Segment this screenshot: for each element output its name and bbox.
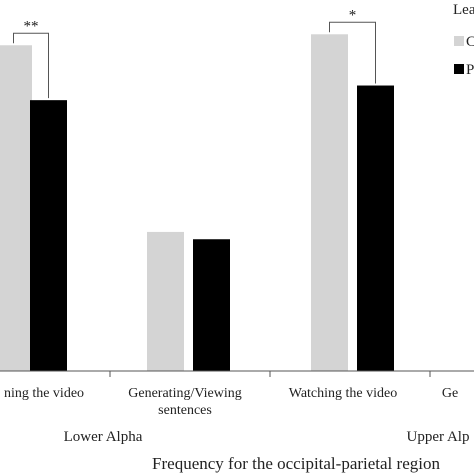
- bar-p-cat1: [193, 239, 230, 371]
- legend-label: P: [466, 62, 474, 78]
- bar-c-cat2: [311, 34, 348, 371]
- significance-layer: ***: [13, 7, 376, 99]
- significance-bracket: [329, 21, 376, 84]
- legend: Lea CP: [453, 2, 474, 78]
- category-label: ning the video: [4, 386, 84, 401]
- legend-swatch-p: [454, 64, 464, 74]
- band-labels: Lower Alpha Upper Alp: [64, 429, 470, 445]
- bar-c-cat0: [0, 45, 32, 371]
- category-label: sentences: [158, 403, 212, 418]
- x-axis-title: Frequency for the occipital-parietal reg…: [152, 454, 440, 473]
- significance-bracket: [13, 32, 49, 99]
- bar-p-cat2: [357, 85, 394, 372]
- significance-label: *: [349, 7, 357, 23]
- category-label: Watching the video: [289, 386, 398, 401]
- category-label: Generating/Viewing: [128, 386, 241, 401]
- legend-label: C: [466, 34, 474, 50]
- band-label: Upper Alp: [407, 429, 470, 445]
- bar-p-cat0: [30, 100, 67, 371]
- category-labels: ning the video Generating/Viewing sentence…: [4, 386, 458, 418]
- bar-c-cat1: [147, 231, 184, 371]
- band-label: Lower Alpha: [64, 429, 143, 445]
- significance-label: **: [24, 18, 39, 34]
- x-ticks-layer: [109, 371, 431, 377]
- legend-swatch-c: [454, 36, 464, 46]
- bars-layer: [0, 34, 394, 372]
- category-label: Ge: [442, 386, 458, 401]
- legend-title: Lea: [453, 2, 474, 18]
